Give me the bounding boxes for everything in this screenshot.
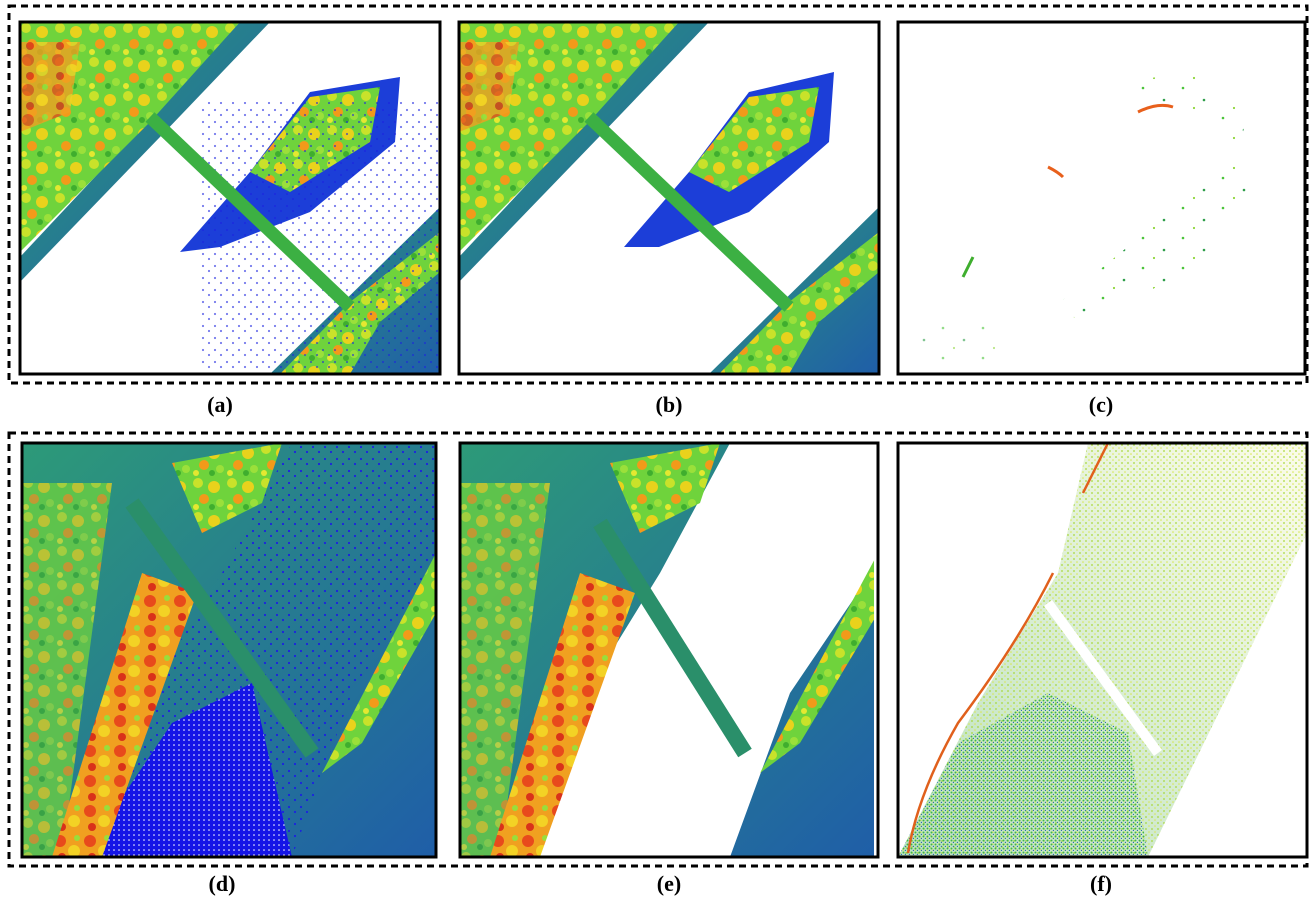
panel-label: (f): [1090, 871, 1112, 896]
panel-image: [460, 443, 878, 857]
panel-image: [459, 22, 879, 374]
panel-label: (b): [656, 392, 683, 417]
panel-label: (a): [207, 392, 233, 417]
figure: (a) (b) (c) (d) (e) (f): [0, 0, 1310, 904]
panel-image: [22, 443, 436, 857]
page: (a) (b) (c) (d) (e) (f) (() => { const d…: [0, 0, 1310, 904]
panel-label: (c): [1089, 392, 1113, 417]
panel-image: [898, 443, 1307, 857]
panel-image: [20, 22, 440, 374]
panel-image: [898, 22, 1305, 374]
panel-label: (e): [657, 871, 681, 896]
panel-label: (d): [209, 871, 236, 896]
